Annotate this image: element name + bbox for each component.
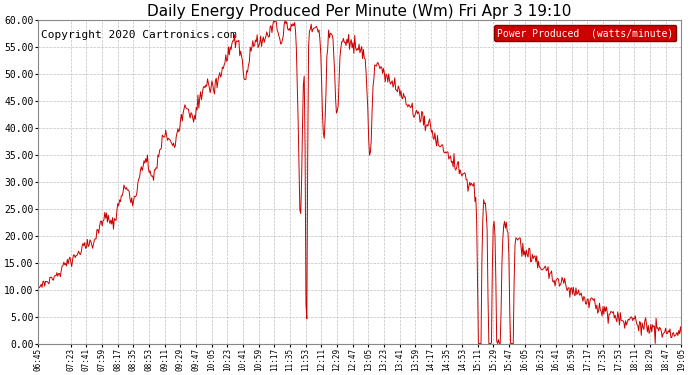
Text: Copyright 2020 Cartronics.com: Copyright 2020 Cartronics.com [41,30,237,40]
Legend: Power Produced  (watts/minute): Power Produced (watts/minute) [495,25,676,41]
Title: Daily Energy Produced Per Minute (Wm) Fri Apr 3 19:10: Daily Energy Produced Per Minute (Wm) Fr… [148,4,572,19]
